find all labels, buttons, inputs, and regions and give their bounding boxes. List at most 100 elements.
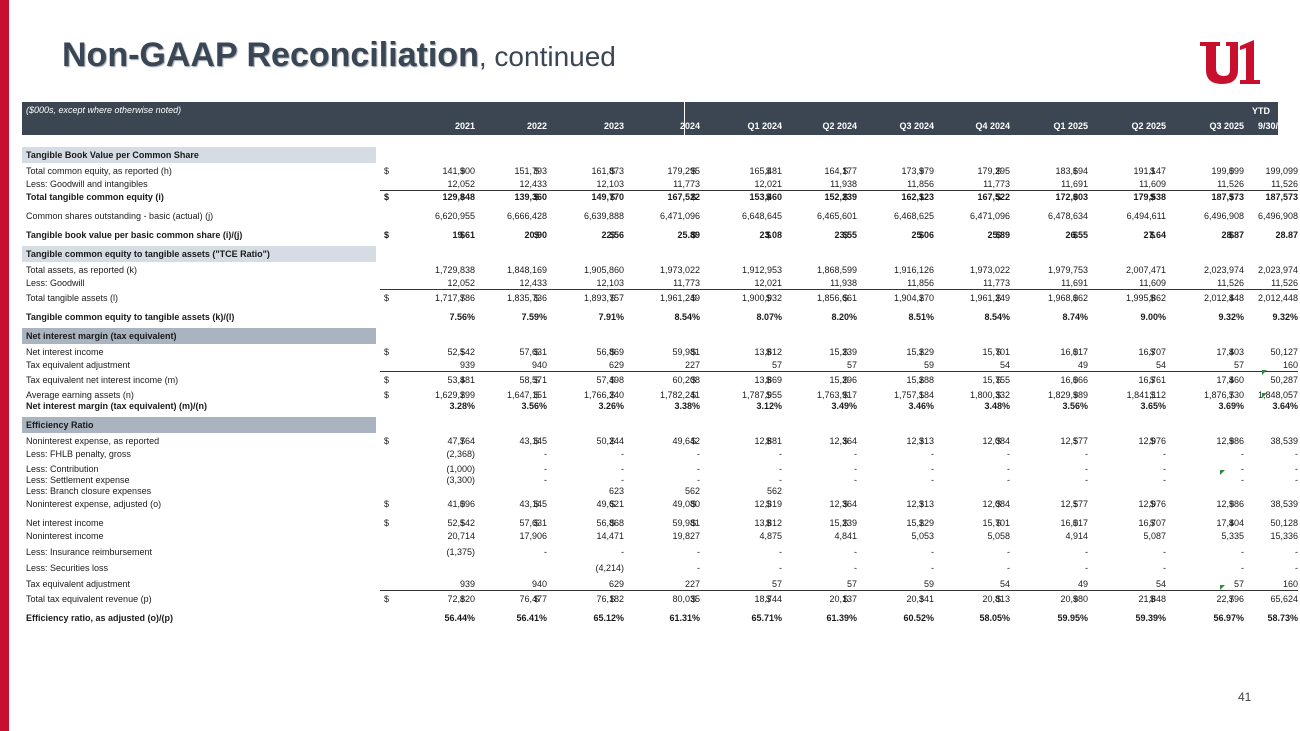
table-cell: 3.56%: [521, 401, 547, 411]
table-cell: 160: [1282, 579, 1298, 589]
table-cell: 61.31%: [669, 613, 700, 623]
table-cell: 11,856: [907, 179, 934, 189]
table-cell: 1,905,860: [583, 265, 624, 275]
subtotal-rule: [458, 371, 547, 372]
currency-symbol: $: [460, 390, 466, 400]
table-cell: -: [1163, 547, 1166, 557]
table-cell: 12,084: [982, 436, 1010, 446]
table-cell: 59.95%: [1057, 613, 1088, 623]
currency-symbol: $: [610, 390, 616, 400]
table-row: Net interest margin (tax equivalent) (m)…: [22, 400, 1298, 412]
table-cell: 12,021: [754, 179, 782, 189]
section-title: Tangible common equity to tangible asset…: [26, 249, 270, 259]
table-cell: -: [1085, 449, 1088, 459]
table-row: Tax equivalent net interest income (m) 53…: [22, 374, 1298, 386]
table-cell: 3.26%: [598, 401, 624, 411]
table-cell: -: [1241, 464, 1244, 474]
subtotal-rule: [992, 190, 1088, 191]
table-cell: 15,296: [829, 375, 857, 385]
table-cell: -: [1085, 547, 1088, 557]
currency-symbol: $: [384, 499, 390, 509]
table-cell: -: [779, 563, 782, 573]
table-cell: -: [1007, 547, 1010, 557]
currency-symbol: $: [460, 499, 466, 509]
subtotal-rule: [530, 371, 624, 372]
table-cell: 27.64: [1143, 230, 1166, 240]
table-cell: 20,980: [1060, 594, 1088, 604]
table-cell: 12,052: [447, 278, 475, 288]
table-cell: 65.12%: [593, 613, 624, 623]
company-logo-icon: [1200, 40, 1260, 84]
currency-symbol: $: [384, 390, 390, 400]
currency-symbol: $: [996, 192, 1002, 202]
table-cell: -: [779, 547, 782, 557]
table-cell: 22.56: [601, 230, 624, 240]
table-cell: 1,841,112: [1126, 390, 1166, 400]
table-cell: 52,542: [447, 518, 475, 528]
table-cell: 12,986: [1216, 436, 1244, 446]
table-cell: 47,764: [447, 436, 475, 446]
table-cell: 28.87: [1221, 230, 1244, 240]
table-cell: 629: [608, 579, 624, 589]
table-cell: 1,766,240: [583, 390, 624, 400]
currency-symbol: $: [534, 192, 540, 202]
currency-symbol: $: [460, 166, 466, 176]
subtotal-rule: [688, 590, 782, 591]
currency-symbol: $: [919, 436, 925, 446]
table-cell: 11,773: [983, 179, 1010, 189]
currency-symbol: $: [534, 436, 540, 446]
currency-symbol: $: [1150, 390, 1156, 400]
column-header: Q3 2025: [1209, 121, 1244, 131]
subtotal-rule: [762, 289, 857, 290]
table-cell: 1,729,838: [434, 265, 475, 275]
table-cell: -: [621, 449, 624, 459]
currency-symbol: $: [996, 390, 1002, 400]
table-cell: 165,481: [749, 166, 782, 176]
table-cell: 1,782,241: [659, 390, 700, 400]
table-cell: 3.64%: [1272, 401, 1298, 411]
table-cell: 12,052: [447, 179, 475, 189]
currency-symbol: $: [766, 347, 772, 357]
table-cell: 153,460: [749, 192, 782, 202]
currency-symbol: $: [1229, 347, 1235, 357]
subtotal-rule: [840, 590, 934, 591]
table-cell: 1,848,169: [506, 265, 547, 275]
section-title-row: Tangible common equity to tangible asset…: [22, 248, 1278, 260]
currency-symbol: $: [1073, 293, 1079, 303]
table-row: Noninterest expense, adjusted (o) 41,096 $…: [22, 498, 1298, 510]
table-cell: 191,147: [1133, 166, 1166, 176]
table-cell: 1,904,270: [893, 293, 934, 303]
subtotal-rule: [1146, 371, 1244, 372]
table-cell: 9.00%: [1140, 312, 1166, 322]
table-cell: 58.73%: [1267, 613, 1298, 623]
table-cell: 187,573: [1211, 192, 1244, 202]
section-title: Net interest margin (tax equivalent): [26, 331, 177, 341]
table-cell: 8.54%: [984, 312, 1010, 322]
currency-symbol: $: [996, 230, 1002, 240]
table-cell: 50,128: [1270, 518, 1298, 528]
table-cell: 1,912,953: [741, 265, 782, 275]
table-cell: 161,873: [591, 166, 624, 176]
subtotal-rule: [530, 190, 624, 191]
page-title-sub: , continued: [478, 41, 616, 72]
table-cell: 179,538: [1133, 192, 1166, 202]
table-cell: 57: [771, 360, 782, 370]
currency-symbol: $: [843, 166, 849, 176]
table-cell: 76,182: [596, 594, 624, 604]
table-cell: 1,995,862: [1125, 293, 1166, 303]
row-label: Less: Goodwill: [26, 278, 85, 288]
subtotal-rule: [840, 190, 934, 191]
currency-symbol: $: [534, 166, 540, 176]
table-cell: 20,813: [982, 594, 1010, 604]
column-header: 2024: [679, 121, 700, 131]
currency-symbol: $: [996, 518, 1002, 528]
table-cell: 57,498: [596, 375, 624, 385]
row-label: Noninterest expense, as reported: [26, 436, 160, 446]
table-cell: 1,893,757: [583, 293, 624, 303]
table-cell: 13,812: [754, 518, 782, 528]
table-row: Less: Goodwill 12,052 12,433 12,103 11,773 12…: [22, 277, 1298, 290]
currency-symbol: $: [534, 499, 540, 509]
table-cell: -: [931, 449, 934, 459]
table-cell: 6,494,611: [1126, 211, 1166, 221]
table-cell: 72,820: [447, 594, 475, 604]
